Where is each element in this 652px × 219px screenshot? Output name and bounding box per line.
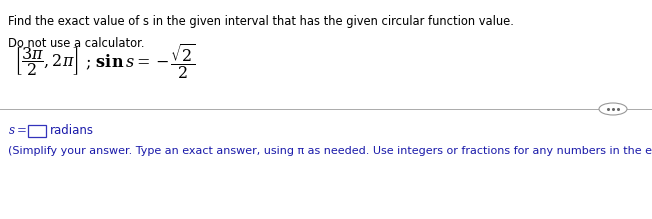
Text: radians: radians (50, 124, 94, 138)
Text: Do not use a calculator.: Do not use a calculator. (8, 37, 144, 50)
Text: $\left[\dfrac{3\pi}{2},2\pi\right]$: $\left[\dfrac{3\pi}{2},2\pi\right]$ (14, 46, 79, 78)
Text: (Simplify your answer. Type an exact answer, using π as needed. Use integers or : (Simplify your answer. Type an exact ans… (8, 146, 652, 156)
Ellipse shape (599, 103, 627, 115)
Text: $s=$: $s=$ (8, 124, 27, 138)
FancyBboxPatch shape (28, 125, 46, 137)
Text: $\dfrac{\sqrt{2}}{2}$: $\dfrac{\sqrt{2}}{2}$ (170, 42, 196, 81)
Text: $;\,\mathbf{sin}\,s = -$: $;\,\mathbf{sin}\,s = -$ (85, 52, 170, 72)
Text: Find the exact value of s in the given interval that has the given circular func: Find the exact value of s in the given i… (8, 15, 514, 28)
